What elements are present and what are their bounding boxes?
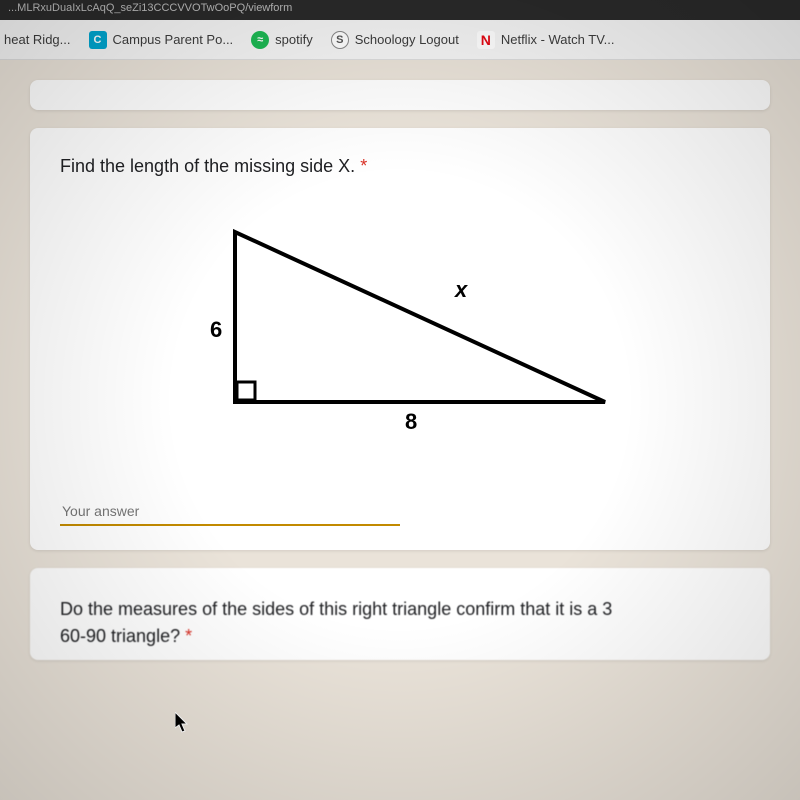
triangle-diagram: 6 8 x: [60, 207, 740, 477]
bookmark-schoology[interactable]: S Schoology Logout: [331, 31, 459, 49]
netflix-icon: N: [477, 31, 495, 49]
question-2-line2: 60-90 triangle?: [60, 626, 180, 646]
answer-underline: [60, 524, 400, 526]
bookmark-wheat-ridge[interactable]: heat Ridg...: [4, 32, 71, 47]
bookmark-spotify[interactable]: ≈ spotify: [251, 31, 313, 49]
answer-input-wrapper: [60, 477, 400, 526]
campus-icon: C: [89, 31, 107, 49]
question-card-2: Do the measures of the sides of this rig…: [30, 568, 770, 660]
question-text: Find the length of the missing side X.: [60, 156, 355, 176]
leg-horizontal-label: 8: [405, 409, 417, 434]
url-text: ...MLRxuDuaIxLcAqQ_seZi13CCCVVOTwOoPQ/vi…: [8, 2, 292, 14]
hypotenuse-label: x: [454, 277, 468, 302]
schoology-icon: S: [331, 31, 349, 49]
question-title: Find the length of the missing side X. *: [60, 156, 740, 177]
leg-vertical-label: 6: [210, 317, 222, 342]
bookmark-label: Schoology Logout: [355, 32, 459, 47]
spotify-icon: ≈: [251, 31, 269, 49]
bookmarks-bar: heat Ridg... C Campus Parent Po... ≈ spo…: [0, 20, 800, 60]
bookmark-label: heat Ridg...: [4, 32, 71, 47]
right-angle-marker: [237, 382, 255, 400]
triangle-svg: 6 8 x: [165, 227, 635, 437]
question-card-1: Find the length of the missing side X. *…: [30, 128, 770, 550]
bookmark-label: Netflix - Watch TV...: [501, 32, 615, 47]
question-2-title: Do the measures of the sides of this rig…: [60, 596, 740, 650]
page-content: Find the length of the missing side X. *…: [0, 60, 800, 680]
bookmark-campus-parent[interactable]: C Campus Parent Po...: [89, 31, 234, 49]
mouse-cursor: [175, 712, 191, 740]
bookmark-netflix[interactable]: N Netflix - Watch TV...: [477, 31, 615, 49]
previous-card-bottom: [30, 80, 770, 110]
url-bar: ...MLRxuDuaIxLcAqQ_seZi13CCCVVOTwOoPQ/vi…: [0, 0, 800, 20]
required-marker: *: [360, 156, 367, 176]
question-2-line1: Do the measures of the sides of this rig…: [60, 599, 612, 619]
bookmark-label: spotify: [275, 32, 313, 47]
bookmark-label: Campus Parent Po...: [113, 32, 234, 47]
triangle-shape: [235, 232, 605, 402]
required-marker-2: *: [185, 626, 192, 646]
answer-input[interactable]: [60, 497, 230, 526]
